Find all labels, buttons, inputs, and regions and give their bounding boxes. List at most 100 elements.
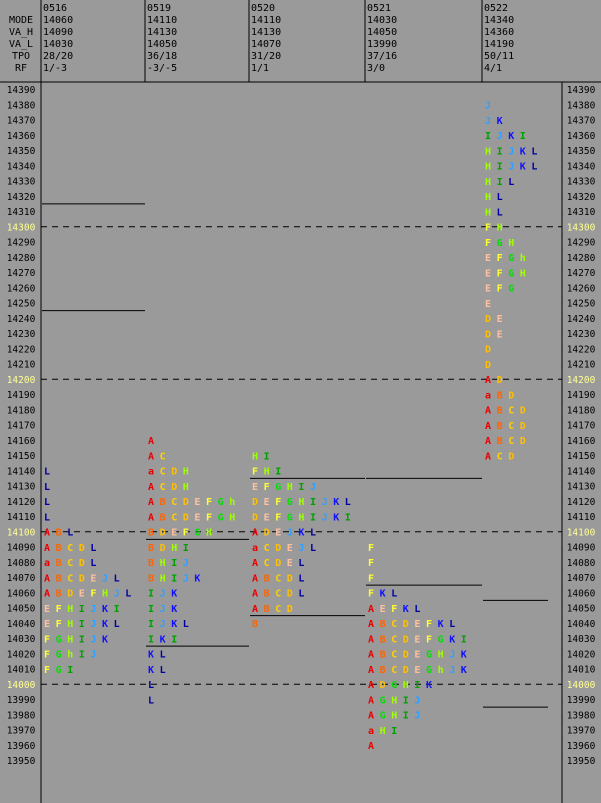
tpo-letter: L [508, 177, 514, 188]
tpo-letter: E [414, 634, 420, 645]
tpo-letter: B [380, 619, 386, 630]
tpo-letter: L [148, 680, 154, 691]
tpo-letter: D [160, 543, 166, 554]
tpo-letter: J [497, 131, 503, 142]
tpo-letter: J [90, 634, 96, 645]
price-tick-right: 14080 [567, 558, 596, 569]
tpo-letter: H [485, 192, 491, 203]
price-tick-right: 13970 [567, 726, 596, 737]
tpo-letter: D [287, 573, 293, 584]
header-va-h: 14090 [43, 27, 73, 38]
price-tick-right: 14140 [567, 466, 596, 477]
tpo-letter: H [298, 497, 304, 508]
price-tick-right: 14330 [567, 177, 596, 188]
tpo-letter: E [194, 512, 200, 523]
tpo-letter: C [391, 650, 397, 661]
tpo-letter: B [264, 589, 270, 600]
tpo-letter: H [497, 223, 503, 234]
price-tick-right: 13980 [567, 710, 596, 721]
price-tick-left: 14310 [7, 207, 36, 218]
tpo-letter: A [148, 436, 154, 447]
price-tick-right: 14020 [567, 649, 596, 660]
tpo-letter: a [148, 467, 154, 478]
tpo-letter: L [414, 604, 420, 615]
price-tick-left: 14390 [7, 85, 36, 96]
header-row-label: VA_H [9, 27, 33, 38]
header-tpo: 36/18 [147, 51, 177, 62]
tpo-letter: D [485, 360, 491, 371]
tpo-letter: I [414, 680, 420, 691]
tpo-letter: G [391, 680, 397, 691]
tpo-letter: B [148, 558, 154, 569]
tpo-letter: B [252, 619, 258, 630]
tpo-letter: G [438, 634, 444, 645]
header-rf: -3/-5 [147, 63, 177, 74]
tpo-letter: J [90, 619, 96, 630]
price-tick-left: 14060 [7, 588, 36, 599]
tpo-letter: B [497, 390, 503, 401]
tpo-letter: L [90, 558, 96, 569]
tpo-letter: K [333, 512, 339, 523]
tpo-letter: K [461, 665, 467, 676]
tpo-letter: D [79, 558, 85, 569]
price-tick-left: 14150 [7, 451, 36, 462]
tpo-letter: F [368, 543, 374, 554]
tpo-letter: A [368, 619, 374, 630]
header-tpo: 31/20 [251, 51, 281, 62]
tpo-letter: A [368, 680, 374, 691]
tpo-letter: A [485, 421, 491, 432]
tpo-letter: G [497, 238, 503, 249]
tpo-letter: h [520, 253, 526, 264]
tpo-letter: G [508, 284, 514, 295]
price-tick-left: 13990 [7, 695, 36, 706]
tpo-letter: F [56, 619, 62, 630]
tpo-letter: E [497, 314, 503, 325]
tpo-letter: K [438, 619, 444, 630]
tpo-letter: A [368, 650, 374, 661]
tpo-letter: D [520, 421, 526, 432]
tpo-letter: I [461, 634, 467, 645]
tpo-letter: F [206, 497, 212, 508]
price-tick-left: 14370 [7, 116, 36, 127]
tpo-letter: L [183, 619, 189, 630]
tpo-letter: I [148, 604, 154, 615]
tpo-letter: J [90, 650, 96, 661]
tpo-letter: I [520, 131, 526, 142]
tpo-letter: F [206, 512, 212, 523]
price-tick-left: 13960 [7, 741, 36, 752]
tpo-letter: H [67, 619, 73, 630]
tpo-letter: J [414, 711, 420, 722]
tpo-letter: C [171, 497, 177, 508]
header-date: 0522 [484, 3, 508, 14]
tpo-letter: D [79, 573, 85, 584]
tpo-letter: H [520, 268, 526, 279]
tpo-letter: B [56, 573, 62, 584]
tpo-letter: L [310, 543, 316, 554]
tpo-letter: E [275, 528, 281, 539]
tpo-letter: E [79, 589, 85, 600]
header-tpo: 50/11 [484, 51, 514, 62]
tpo-letter: L [345, 497, 351, 508]
tpo-letter: B [264, 573, 270, 584]
tpo-letter: F [391, 604, 397, 615]
header-rf: 4/1 [484, 63, 502, 74]
tpo-letter: F [44, 634, 50, 645]
tpo-letter: B [148, 543, 154, 554]
tpo-letter: J [508, 162, 514, 173]
tpo-letter: G [426, 650, 432, 661]
tpo-letter: K [426, 680, 432, 691]
tpo-letter: J [160, 604, 166, 615]
tpo-letter: E [485, 268, 491, 279]
tpo-letter: I [497, 162, 503, 173]
header-date: 0519 [147, 3, 171, 14]
tpo-letter: A [252, 589, 258, 600]
tpo-letter: I [403, 711, 409, 722]
tpo-letter: L [114, 619, 120, 630]
header-date: 0516 [43, 3, 67, 14]
tpo-letter: D [160, 528, 166, 539]
tpo-letter: J [287, 528, 293, 539]
header-date: 0521 [367, 3, 391, 14]
price-tick-left: 14280 [7, 253, 36, 264]
price-tick-right: 14360 [567, 131, 596, 142]
